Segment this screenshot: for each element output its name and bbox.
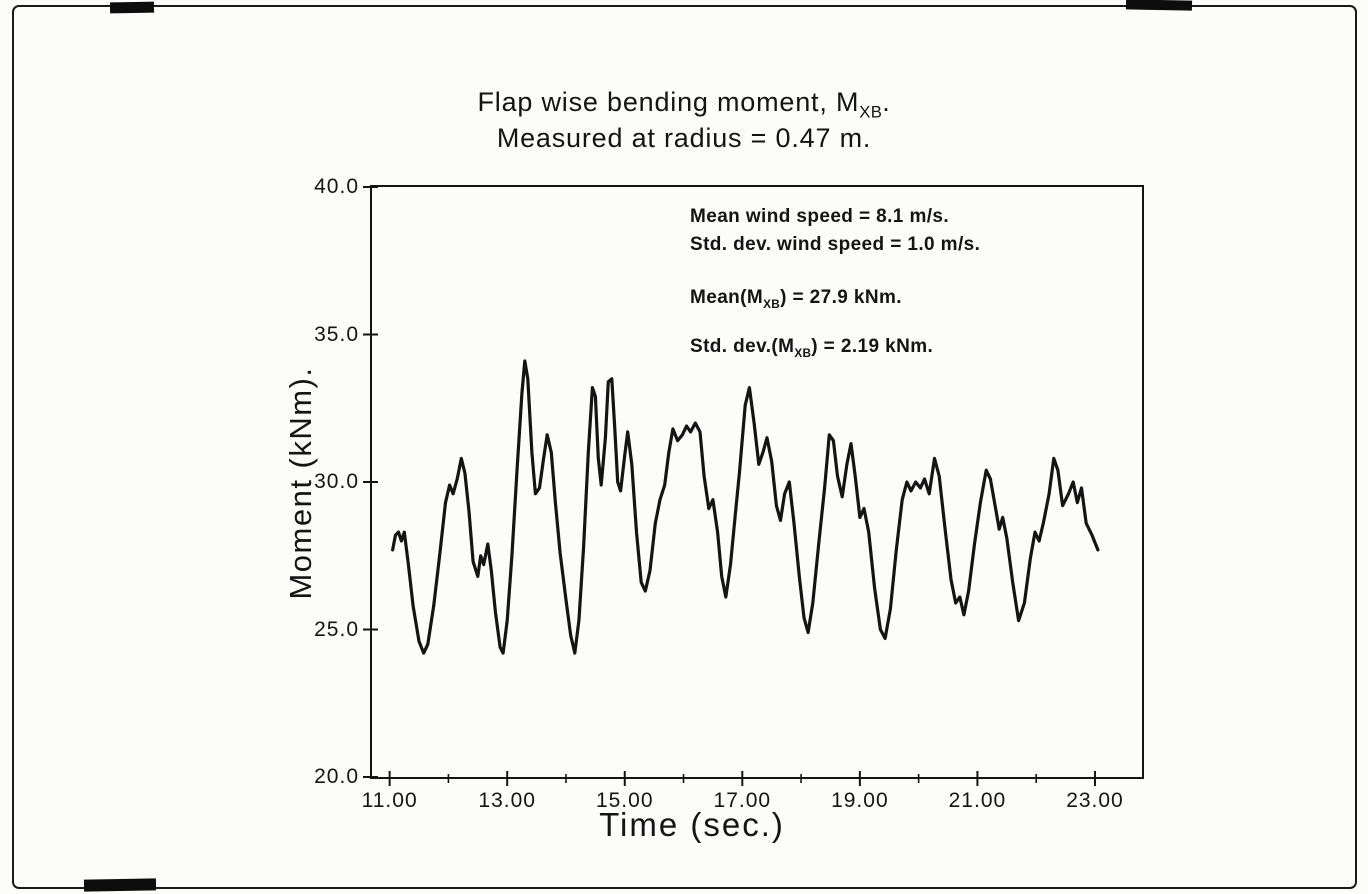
- scan-artifact: [83, 878, 157, 892]
- std-moment-subscript: XB: [794, 346, 812, 360]
- plot-area: 11.00 13.00 15.00 17.00 19.00 21.00 23.00 40.0…: [314, 175, 1144, 812]
- moment-time-series-chart: [363, 186, 1100, 786]
- mean-moment-suffix: ) = 27.9 kNm.: [780, 287, 902, 309]
- x-tick-label: 19.00: [831, 789, 889, 812]
- std-moment-text: Std. dev.(MXB) = 2.19 kNm.: [690, 333, 980, 362]
- scan-artifact: [1125, 0, 1193, 11]
- x-axis-title: Time (sec.): [599, 806, 785, 843]
- stats-annotation: Mean wind speed = 8.1 m/s. Std. dev. win…: [690, 203, 980, 362]
- x-tick-label: 15.00: [595, 789, 654, 812]
- mean-moment-subscript: XB: [763, 297, 781, 311]
- mean-moment-text: Mean(MXB) = 27.9 kNm.: [690, 284, 980, 313]
- std-wind-speed-text: Std. dev. wind speed = 1.0 m/s.: [690, 233, 981, 255]
- mean-moment-prefix: Mean(M: [690, 287, 764, 309]
- x-tick-label: 17.00: [713, 789, 772, 812]
- mean-wind-speed-text: Mean wind speed = 8.1 m/s.: [690, 206, 950, 227]
- scan-artifact: [109, 1, 155, 14]
- title-subscript: XB: [859, 102, 883, 122]
- title-text-prefix: Flap wise bending moment, M: [477, 87, 860, 117]
- x-tick-label: 13.00: [478, 789, 536, 812]
- std-moment-suffix: ) = 2.19 kNm.: [811, 335, 934, 357]
- y-tick-label: 25.0: [314, 617, 359, 641]
- y-tick-label: 35.0: [314, 322, 359, 346]
- figure-title-line2: Measured at radius = 0.47 m.: [496, 123, 872, 154]
- x-tick-label: 21.00: [948, 789, 1007, 812]
- y-tick-label: 40.0: [314, 175, 359, 198]
- figure-title: Flap wise bending moment, MXB. Measured …: [0, 86, 1368, 155]
- y-tick-label: 20.0: [314, 765, 359, 788]
- y-tick-label: 30.0: [314, 470, 359, 493]
- std-moment-prefix: Std. dev.(M: [690, 335, 795, 357]
- moment-series-line: [391, 359, 1100, 655]
- x-tick-label: 23.00: [1066, 789, 1124, 812]
- figure-title-line1: Flap wise bending moment, MXB.: [0, 86, 1368, 122]
- title-text-suffix: .: [882, 87, 891, 117]
- x-tick-label: 11.00: [361, 789, 418, 812]
